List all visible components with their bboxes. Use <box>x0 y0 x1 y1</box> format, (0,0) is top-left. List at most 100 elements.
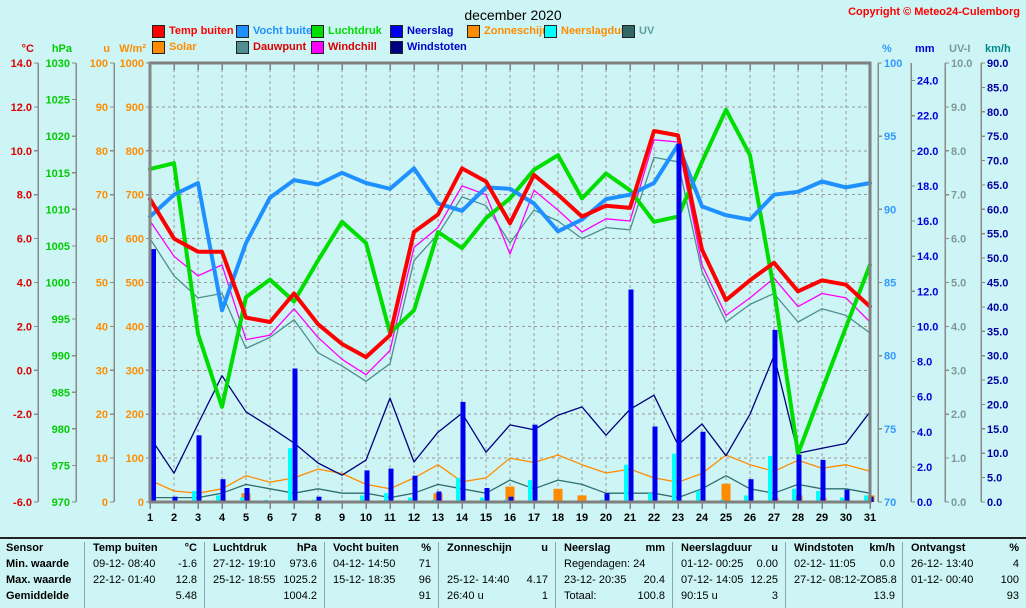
table-col-windstoten: Windstoten km/h 02-12- 11:05 0.0 27-12- 08:1… <box>785 542 902 608</box>
table-col-ontvangst: Ontvangst% 26-12- 13:40 4 01-12- 00:40 100 93 <box>902 542 1026 608</box>
table-cell-max: 01-12- 00:40 100 <box>911 574 1019 586</box>
day-label: 14 <box>456 512 469 524</box>
weather-chart: 1 2 3 4 5 6 7 8 9 10 11 12 13 14 15 16 17 18 19 20 21 22 23 24 2… <box>11 43 1011 524</box>
bar-neerslag-day-21 <box>628 289 634 502</box>
legend-label: Temp buiten <box>169 25 234 37</box>
table-cell-min <box>439 558 555 574</box>
bar-neerslagduur-day-27 <box>768 455 772 502</box>
day-label: 9 <box>339 512 345 524</box>
tick-label: 1020 <box>46 131 70 143</box>
table-header-ontvangst: Ontvangst% <box>911 542 1019 554</box>
bar-neerslag-day-4 <box>220 479 226 502</box>
legend-label: Dauwpunt <box>253 41 307 53</box>
axis-w-m-: W/m² 0 100 200 300 400 500 600 700 800 900 1000 <box>119 43 151 509</box>
tick-label: 65.0 <box>987 180 1008 192</box>
table-col-neerslagduur: Neerslagduur u 01-12- 00:25 0.00 07-12- 14:0… <box>672 542 785 608</box>
legend-item-temp-buiten: Temp buiten <box>152 23 236 39</box>
tick-label: 25.0 <box>987 375 1008 387</box>
legend-item-neerslag: Neerslag <box>390 23 467 39</box>
tick-label: 4.0 <box>917 427 932 439</box>
bar-neerslagduur-day-23 <box>672 453 676 502</box>
tick-label: 0 <box>138 497 144 509</box>
table-cell-min: 02-12- 11:05 0.0 <box>794 558 895 570</box>
gridlines <box>150 63 870 502</box>
tick-label: 90 <box>884 204 896 216</box>
tick-label: 1015 <box>46 168 70 180</box>
bar-neerslag-day-30 <box>844 489 850 502</box>
tick-label: -6.0 <box>13 497 32 509</box>
day-label: 16 <box>504 512 516 524</box>
legend-label: Luchtdruk <box>328 25 382 37</box>
bar-neerslagduur-day-29 <box>816 491 820 502</box>
bar-neerslag-day-23 <box>676 143 682 503</box>
tick-label: 10.0 <box>917 321 938 333</box>
bar-neerslagduur-day-15 <box>480 497 484 502</box>
table-cell-max: 22-12- 01:40 12.8 <box>93 574 197 586</box>
table-cell-max: 27-12- 08:12-ZO 85.8 <box>794 574 897 586</box>
bar-neerslagduur-day-21 <box>624 464 628 502</box>
day-label: 5 <box>243 512 249 524</box>
row-label-sensor: Sensor <box>6 542 44 554</box>
legend-item-dauwpunt: Dauwpunt <box>236 39 311 55</box>
table-cell-min: 26-12- 13:40 4 <box>911 558 1019 570</box>
tick-label: 15.0 <box>987 424 1008 436</box>
axis-uv-i: UV-I 0.0 1.0 2.0 3.0 4.0 5.0 6.0 7.0 8.0 9.0 10.0 <box>944 43 972 509</box>
zonneschijn-swatch-icon <box>467 24 480 38</box>
bar-neerslagduur-day-22 <box>648 493 652 502</box>
windchill-swatch-icon <box>311 40 324 54</box>
series-luchtdruk <box>148 107 872 456</box>
series-temp-buiten <box>148 129 872 360</box>
day-label: 30 <box>840 512 852 524</box>
series-solar <box>149 454 871 494</box>
legend-row: Solar Dauwpunt Windchill Windstoten <box>152 39 692 55</box>
series-dauwpunt <box>149 156 871 382</box>
tick-label: 9.0 <box>951 102 966 114</box>
bar-neerslagduur-day-10 <box>360 495 364 502</box>
day-label: 20 <box>600 512 612 524</box>
bar-neerslagduur-day-14 <box>456 477 460 502</box>
bar-neerslag-day-5 <box>244 488 250 502</box>
uv-swatch-icon <box>622 24 635 38</box>
tick-label: 10.0 <box>11 146 32 158</box>
tick-label: 2.0 <box>951 409 966 421</box>
day-label: 24 <box>696 512 709 524</box>
legend-item-solar: Solar <box>152 39 236 55</box>
day-label: 7 <box>291 512 297 524</box>
table-cell-max: 25-12- 18:55 1025.2 <box>213 574 317 586</box>
tick-label: 14.0 <box>917 251 938 263</box>
tick-label: 6.0 <box>17 234 32 246</box>
day-label: 31 <box>864 512 876 524</box>
table-col-vocht-buiten: Vocht buiten% 04-12- 14:50 71 15-12- 18:35 9… <box>324 542 438 608</box>
tick-label: 2.0 <box>17 321 32 333</box>
tick-label: 24.0 <box>917 76 938 88</box>
tick-label: 800 <box>126 146 144 158</box>
table-cell-avg: 91 <box>418 590 431 602</box>
tick-label: 80 <box>96 146 108 158</box>
tick-label: 3.0 <box>951 365 966 377</box>
day-label: 17 <box>528 512 540 524</box>
table-cell-min: Regendagen: 24 <box>564 558 646 570</box>
day-label: 2 <box>171 512 177 524</box>
tick-label: 8.0 <box>951 146 966 158</box>
table-col-neerslag: Neerslag mm Regendagen: 24 23-12- 20:35 20.4… <box>555 542 672 608</box>
row-label-min-waarde: Min. waarde <box>6 558 69 570</box>
bar-zonneschijn-day-18 <box>553 488 563 502</box>
tick-label: -4.0 <box>13 453 32 465</box>
tick-label: 40 <box>96 321 108 333</box>
tick-label: 40.0 <box>987 302 1008 314</box>
windstoten-swatch-icon <box>390 40 403 54</box>
tick-label: 95 <box>884 131 896 143</box>
table-cell-avg: 93 <box>1006 590 1019 602</box>
copyright-text: Copyright © Meteo24-Culemborg <box>848 6 1020 18</box>
table-row-labels: Sensor Min. waarde Max. waarde Gemiddelde <box>0 542 84 608</box>
axis-header: % <box>882 43 892 55</box>
tick-label: 0 <box>102 497 108 509</box>
tick-label: 50.0 <box>987 253 1008 265</box>
day-label: 29 <box>816 512 828 524</box>
day-label: 23 <box>672 512 684 524</box>
day-label: 13 <box>432 512 444 524</box>
tick-label: 20.0 <box>917 146 938 158</box>
chart-legend: Temp buiten Vocht buiten Luchtdruk Neerslag… <box>152 23 692 55</box>
luchtdruk-swatch-icon <box>311 24 324 38</box>
